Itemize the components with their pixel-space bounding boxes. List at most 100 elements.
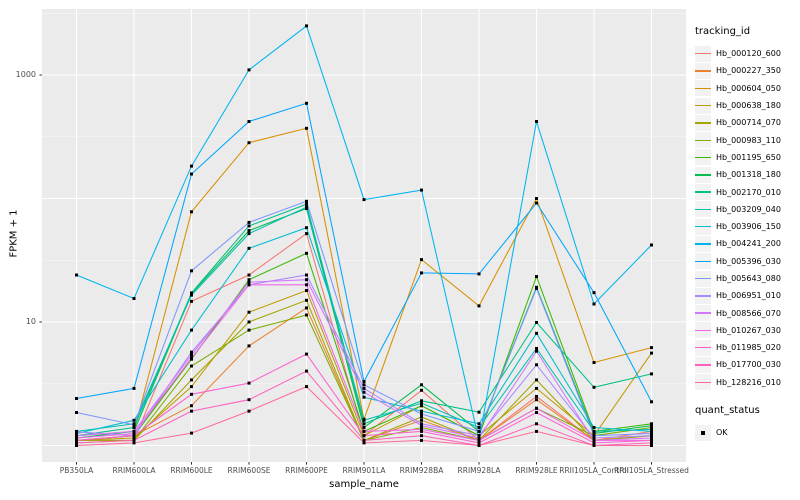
series-color-line-icon — [695, 122, 711, 124]
legend-item-label: Hb_008566_070 — [716, 308, 781, 318]
series-color-line-icon — [695, 329, 711, 332]
legend-item-label: Hb_010267_030 — [716, 325, 781, 335]
legend-item-Hb_017700_030: Hb_017700_030 — [695, 356, 799, 373]
legend-item-Hb_000714_070: Hb_000714_070 — [695, 114, 799, 131]
legend-item-Hb_000120_600: Hb_000120_600 — [695, 45, 799, 62]
line-swatch — [695, 201, 711, 218]
legend-title-tracking-id: tracking_id — [695, 26, 751, 37]
series-color-line-icon — [695, 226, 711, 228]
series-color-line-icon — [695, 312, 711, 314]
x-tick-label-RRIM928BA: RRIM928BA — [399, 466, 444, 475]
x-tick-label-RRIM600LA: RRIM600LA — [112, 466, 156, 475]
x-tick-label-RRIM928LE: RRIM928LE — [515, 466, 558, 475]
legend-item-Hb_000638_180: Hb_000638_180 — [695, 97, 799, 114]
series-color-line-icon — [695, 156, 711, 159]
legend-item-Hb_005396_030: Hb_005396_030 — [695, 253, 799, 270]
legend-item-label: Hb_000638_180 — [716, 101, 781, 111]
legend-item-label: Hb_005643_080 — [716, 274, 781, 283]
line-swatch — [695, 374, 711, 391]
series-color-line-icon — [695, 243, 711, 245]
series-color-line-icon — [695, 53, 711, 55]
line-swatch — [695, 218, 711, 235]
line-swatch — [695, 235, 711, 252]
x-tick-label-RRIM600SE: RRIM600SE — [227, 466, 271, 475]
series-color-line-icon — [695, 104, 711, 107]
x-axis-title: sample_name — [329, 479, 399, 490]
legend-item-label: Hb_001195_650 — [716, 152, 781, 162]
legend-item-Hb_010267_030: Hb_010267_030 — [695, 322, 799, 339]
legend-item-Hb_000227_350: Hb_000227_350 — [695, 62, 799, 79]
legend-item-label: Hb_000120_600 — [716, 49, 781, 59]
legend-item-ok: OK — [695, 424, 799, 441]
legend-item-Hb_000604_050: Hb_000604_050 — [695, 80, 799, 97]
series-color-line-icon — [695, 87, 711, 90]
legend-item-Hb_003906_150: Hb_003906_150 — [695, 218, 799, 235]
line-swatch — [695, 287, 711, 304]
line-swatch — [695, 253, 711, 270]
point-swatch — [695, 424, 711, 441]
legend-item-Hb_011985_020: Hb_011985_020 — [695, 339, 799, 356]
legend: tracking_id Hb_000120_600 Hb_000227_350 Hb… — [695, 26, 799, 441]
series-color-line-icon — [695, 139, 711, 141]
x-tick-label-RRIM600LE: RRIM600LE — [170, 466, 213, 475]
legend-item-Hb_001195_650: Hb_001195_650 — [695, 149, 799, 166]
x-tick-label-RRIM901LA: RRIM901LA — [342, 466, 386, 475]
series-color-line-icon — [695, 347, 711, 349]
legend-item-label: Hb_005396_030 — [716, 256, 781, 266]
legend-item-label: Hb_128216_010 — [716, 377, 781, 387]
series-color-line-icon — [695, 191, 711, 193]
legend-item-Hb_006951_010: Hb_006951_010 — [695, 287, 799, 304]
y-tick-label: 1000 — [15, 70, 36, 79]
y-tick-label: 10 — [25, 317, 36, 326]
legend-item-Hb_001318_180: Hb_001318_180 — [695, 166, 799, 183]
plot-panel — [42, 9, 686, 462]
series-color-line-icon — [695, 260, 711, 262]
y-axis-title: FPKM + 1 — [8, 209, 20, 258]
legend-item-Hb_003209_040: Hb_003209_040 — [695, 201, 799, 218]
legend-item-list: Hb_000120_600 Hb_000227_350 Hb_000604_050 H… — [695, 45, 799, 391]
series-color-line-icon — [695, 174, 711, 176]
series-color-line-icon — [695, 381, 711, 384]
x-tick-label-RRIM600PE: RRIM600PE — [285, 466, 328, 475]
legend-quant-status-block: quant_status OK — [695, 405, 799, 441]
line-swatch — [695, 270, 711, 287]
legend-item-Hb_002170_010: Hb_002170_010 — [695, 183, 799, 201]
legend-item-label: OK — [716, 428, 728, 438]
line-swatch — [695, 97, 711, 114]
series-color-line-icon — [695, 277, 711, 280]
legend-item-Hb_128216_010: Hb_128216_010 — [695, 374, 799, 391]
legend-item-label: Hb_017700_030 — [716, 360, 781, 370]
legend-item-label: Hb_001318_180 — [716, 170, 781, 180]
line-swatch — [695, 114, 711, 131]
legend-item-label: Hb_000604_050 — [716, 83, 781, 93]
x-tick-label-PB350LA: PB350LA — [59, 466, 94, 475]
black-point-icon — [701, 430, 705, 435]
line-swatch — [695, 149, 711, 166]
legend-item-label: Hb_011985_020 — [716, 343, 781, 353]
line-swatch — [695, 166, 711, 183]
x-tick-label-RRIM928LA: RRIM928LA — [457, 466, 501, 475]
legend-item-label: Hb_006951_010 — [716, 291, 781, 301]
x-tick-label-RRII105LA_Stressed: RRII105LA_Stressed — [614, 466, 689, 475]
legend-item-label: Hb_002170_010 — [716, 187, 781, 197]
legend-item-label: Hb_004241_200 — [716, 239, 781, 249]
line-swatch — [695, 356, 711, 373]
series-color-line-icon — [695, 295, 711, 297]
series-color-line-icon — [695, 70, 711, 72]
legend-item-label: Hb_000714_070 — [716, 118, 781, 128]
x-tick-label-RRII105LA_Control: RRII105LA_Control — [559, 466, 629, 475]
legend-item-label: Hb_003209_040 — [716, 204, 781, 214]
line-swatch — [695, 62, 711, 79]
legend-item-Hb_004241_200: Hb_004241_200 — [695, 235, 799, 252]
legend-title-quant-status: quant_status — [695, 404, 760, 416]
series-color-line-icon — [695, 364, 711, 366]
legend-item-Hb_005643_080: Hb_005643_080 — [695, 270, 799, 287]
series-color-line-icon — [695, 208, 711, 211]
legend-item-Hb_000983_110: Hb_000983_110 — [695, 131, 799, 149]
line-swatch — [695, 339, 711, 356]
legend-item-label: Hb_003906_150 — [716, 222, 781, 232]
legend-item-label: Hb_000983_110 — [716, 135, 781, 145]
line-swatch — [695, 80, 711, 97]
line-swatch — [695, 45, 711, 62]
